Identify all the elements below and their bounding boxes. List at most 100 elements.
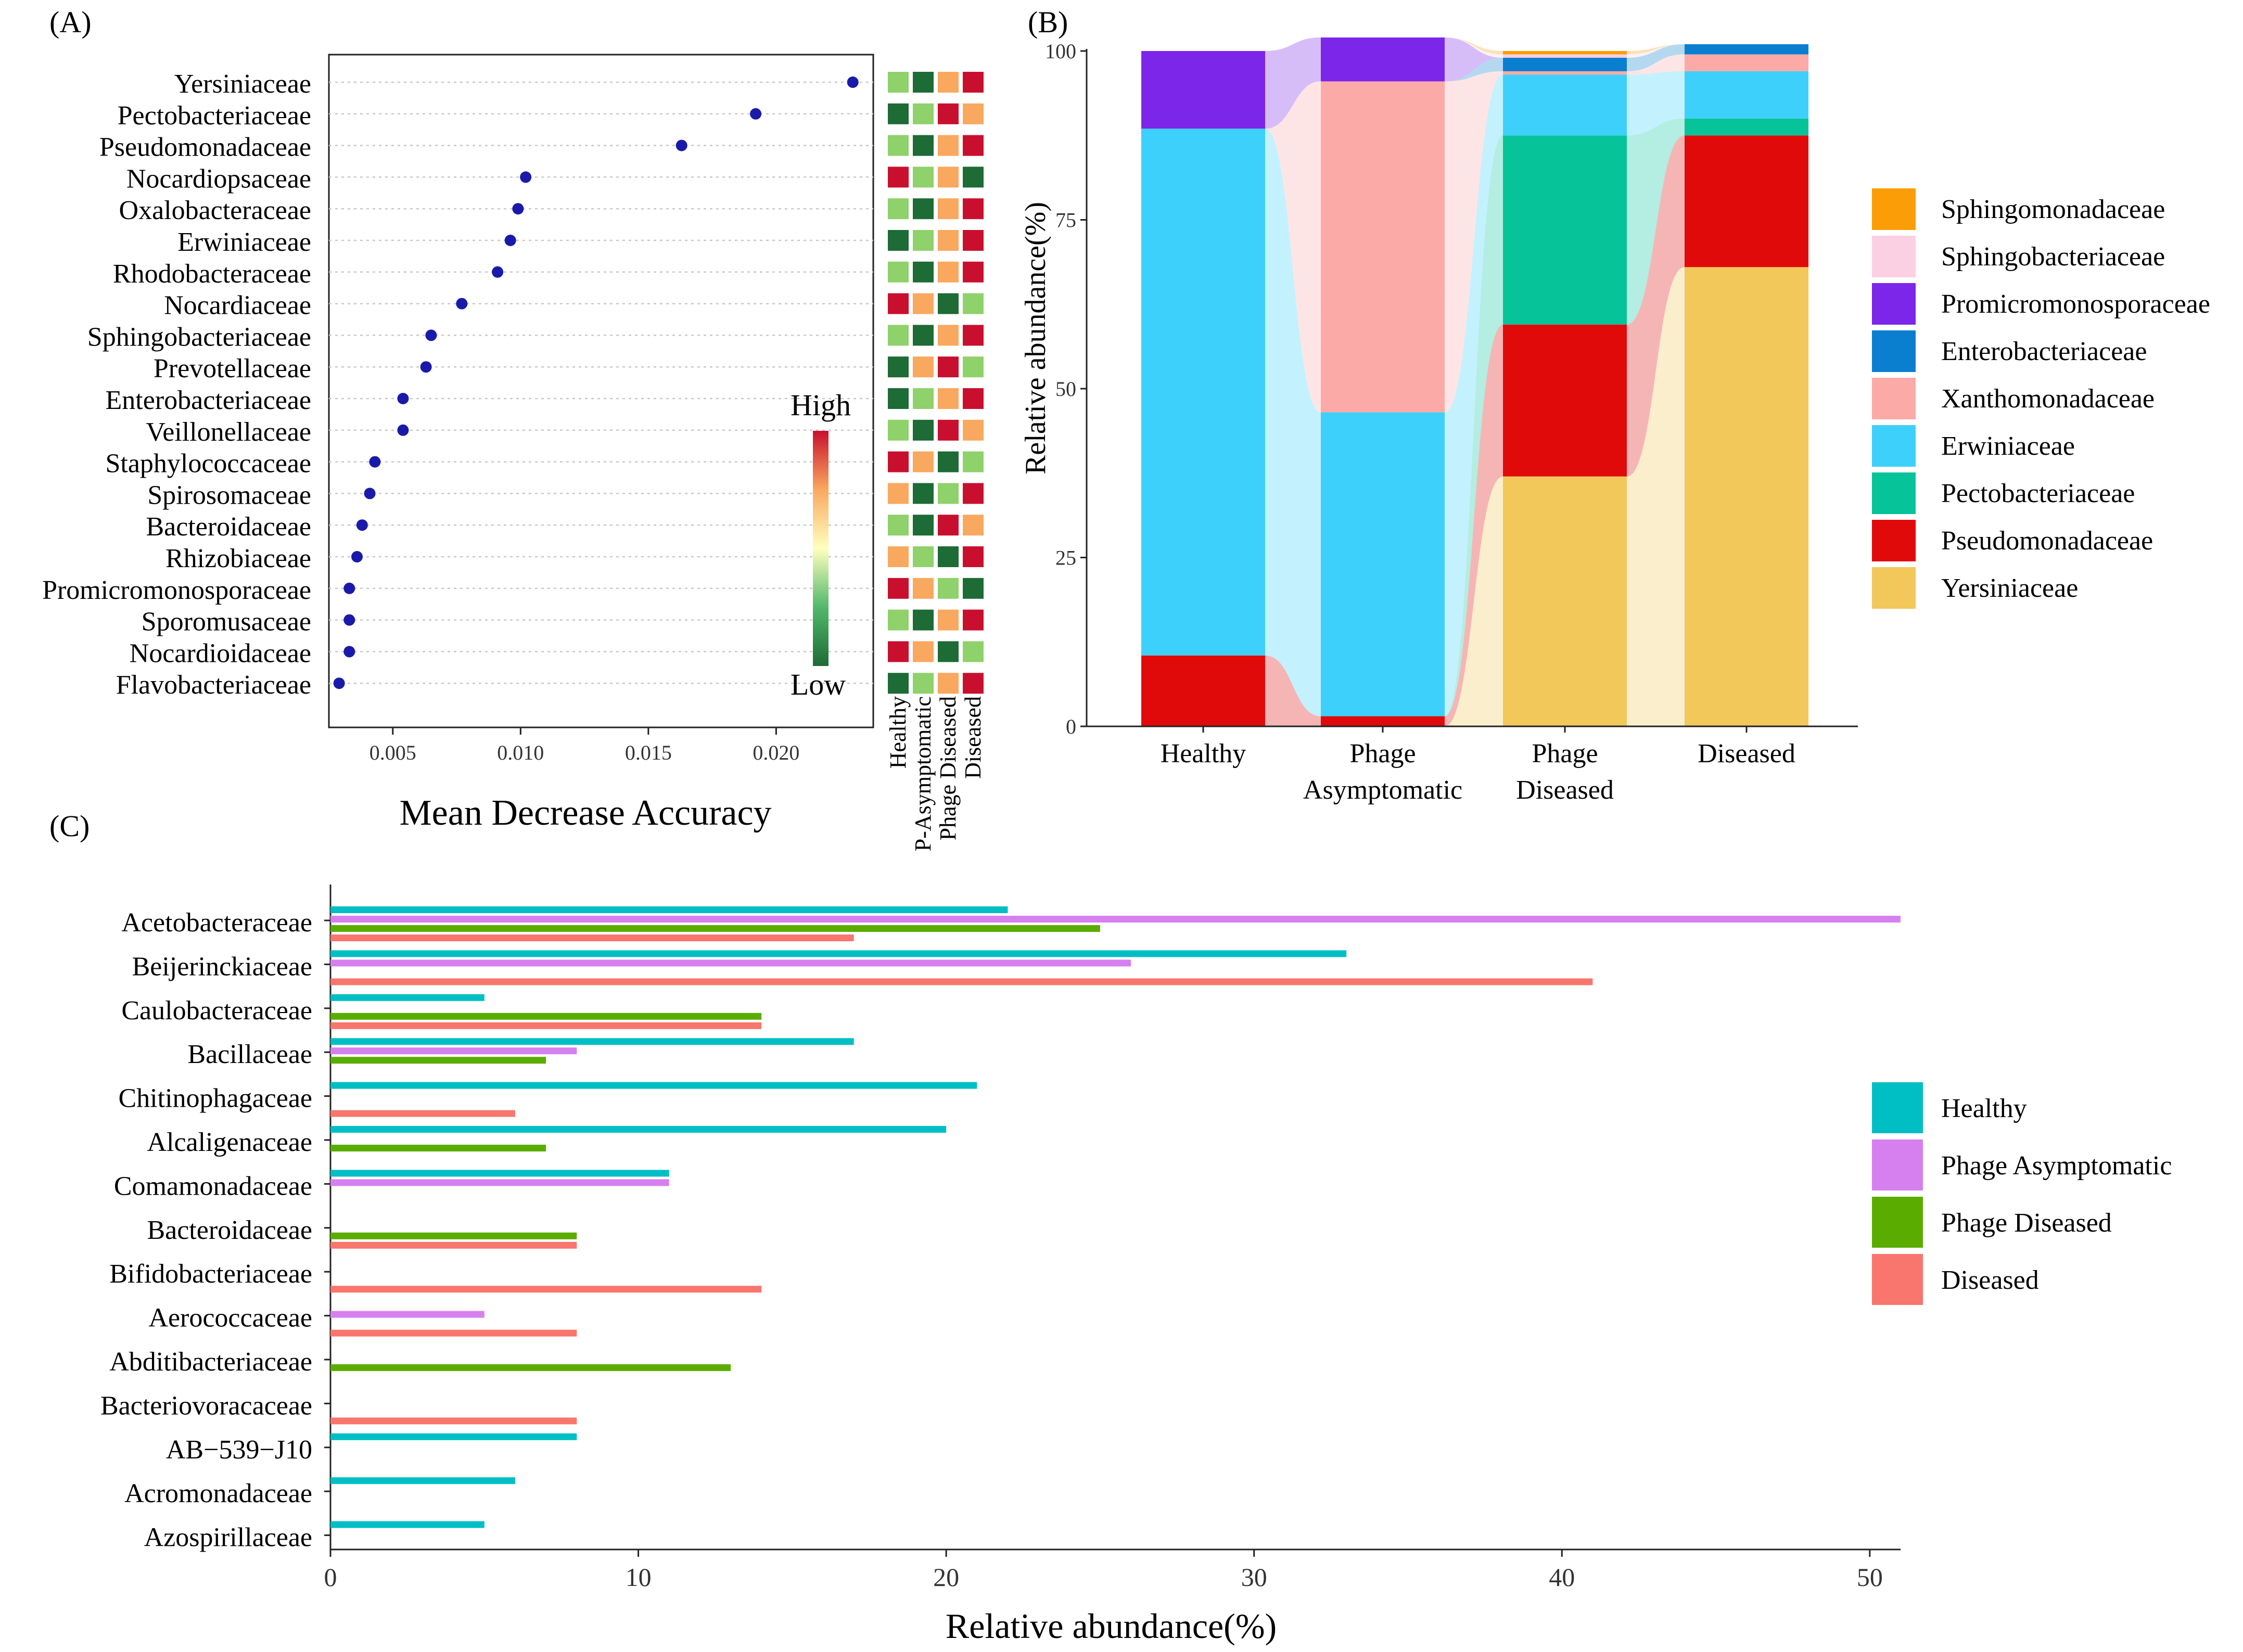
legend-label: Phage Diseased [1941,1208,2112,1238]
heatmap-cell [913,578,934,599]
stacked-bar-segment [1321,37,1445,82]
heatmap-cell [888,546,909,567]
heatmap-column-label: P-Asymptomatic [910,696,936,851]
heatmap-cell [938,483,959,504]
legend-swatch [1872,567,1916,609]
panel-b: (B) 0 25 50 75 100 Relative abundance(%) Healt… [1019,5,2210,805]
heatmap-cell [938,261,959,283]
category-label: Acromonadaceae [124,1479,312,1508]
legend-swatch [1872,1082,1923,1133]
bar [330,1145,546,1151]
alluvial-flow [1445,135,1503,716]
heatmap-cell [963,451,984,472]
category-label: Bacillaceae [187,1040,312,1069]
heatmap-cell [913,230,934,251]
legend-swatch [1872,472,1916,514]
category-label: Spirosomaceae [147,480,311,510]
category-label: Alcaligenaceae [147,1128,312,1157]
heatmap-cell [938,641,959,662]
bar [330,1013,762,1020]
heatmap-cell [888,515,909,536]
category-label: Abditibacteriaceae [109,1347,312,1377]
heatmap-column-label: Healthy [885,696,911,769]
category-label: Diseased [1516,775,1614,805]
scale-low-label: Low [791,668,846,701]
heatmap-cell [913,261,934,283]
legend-label: Pectobacteriaceae [1941,479,2135,508]
bar [330,1126,947,1133]
legend-swatch [1872,1139,1923,1190]
legend-swatch [1872,283,1916,325]
category-label: Pseudomonadaceae [99,133,311,162]
data-point [676,139,687,151]
heatmap-cell [938,673,959,694]
legend-label: Sphingomonadaceae [1941,195,2165,224]
data-point [492,266,504,278]
category-label: Phage [1532,739,1598,769]
heatmap-cell [888,261,909,283]
heatmap-cell [963,388,984,409]
category-label: Healthy [1161,739,1246,769]
heatmap-cell [963,135,984,156]
legend-swatch [1872,330,1916,372]
legend-swatch [1872,236,1916,277]
legend-label: Xanthomonadaceae [1941,384,2155,414]
heatmap-cell [888,388,909,409]
heatmap-cell [913,515,934,536]
alluvial-flow [1445,324,1503,726]
heatmap-cell [938,325,959,346]
stacked-bar-segment [1141,129,1265,656]
bar [330,1329,577,1337]
heatmap-cell [938,198,959,220]
category-label: Chitinophagaceae [118,1084,312,1113]
plot-frame [328,54,874,728]
stacked-bar-segment [1503,51,1627,55]
stacked-bar-segment [1141,655,1265,726]
bar [330,1047,577,1055]
heatmap-cell [888,483,909,504]
stacked-bar-segment [1685,44,1808,55]
heatmap-cell [963,609,984,631]
data-point [369,456,381,468]
heatmap-cell [888,419,909,441]
stacked-bar-segment [1503,135,1627,325]
data-point [425,329,437,341]
alluvial-flow [1265,655,1321,726]
data-point [456,298,468,310]
x-tick-label: 0.015 [625,741,672,764]
heatmap-column-label: Diseased [960,696,986,779]
data-point [397,393,409,404]
heatmap-cell [888,609,909,631]
stacked-bar-segment [1503,57,1627,71]
legend-label: Sphingobacteriaceae [1941,242,2165,272]
category-label: Enterobacteriaceae [106,386,311,415]
bar [330,959,1131,967]
alluvial-flow [1627,44,1685,55]
category-label: Aerococcaceae [148,1303,312,1333]
heatmap-cell [888,673,909,694]
heatmap-cell [963,515,984,536]
alluvial-flow [1627,71,1685,136]
heatmap-cell [913,419,934,441]
heatmap-cell [963,72,984,93]
category-label: Bacteroidaceae [147,1215,312,1245]
stacked-bar-segment [1141,51,1265,129]
heatmap-cell [963,356,984,378]
legend-label: Yersiniaceae [1941,573,2078,603]
alluvial-flow [1627,118,1685,325]
heatmap-cell [938,546,959,567]
legend-label: Enterobacteriaceae [1941,337,2147,366]
heatmap-cell [963,261,984,283]
bar [330,1286,762,1293]
heatmap-cell [938,609,959,631]
category-label: Asymptomatic [1303,775,1462,805]
heatmap-cell [963,103,984,124]
y-tick-label: 25 [1055,546,1076,570]
panel-a-label: (A) [49,5,92,39]
heatmap-cell [888,103,909,124]
heatmap-cell [913,483,934,504]
stacked-bar-segment [1321,412,1445,716]
heatmap-cell [938,230,959,251]
color-scale-bar [813,431,829,666]
heatmap-cell [913,451,934,472]
